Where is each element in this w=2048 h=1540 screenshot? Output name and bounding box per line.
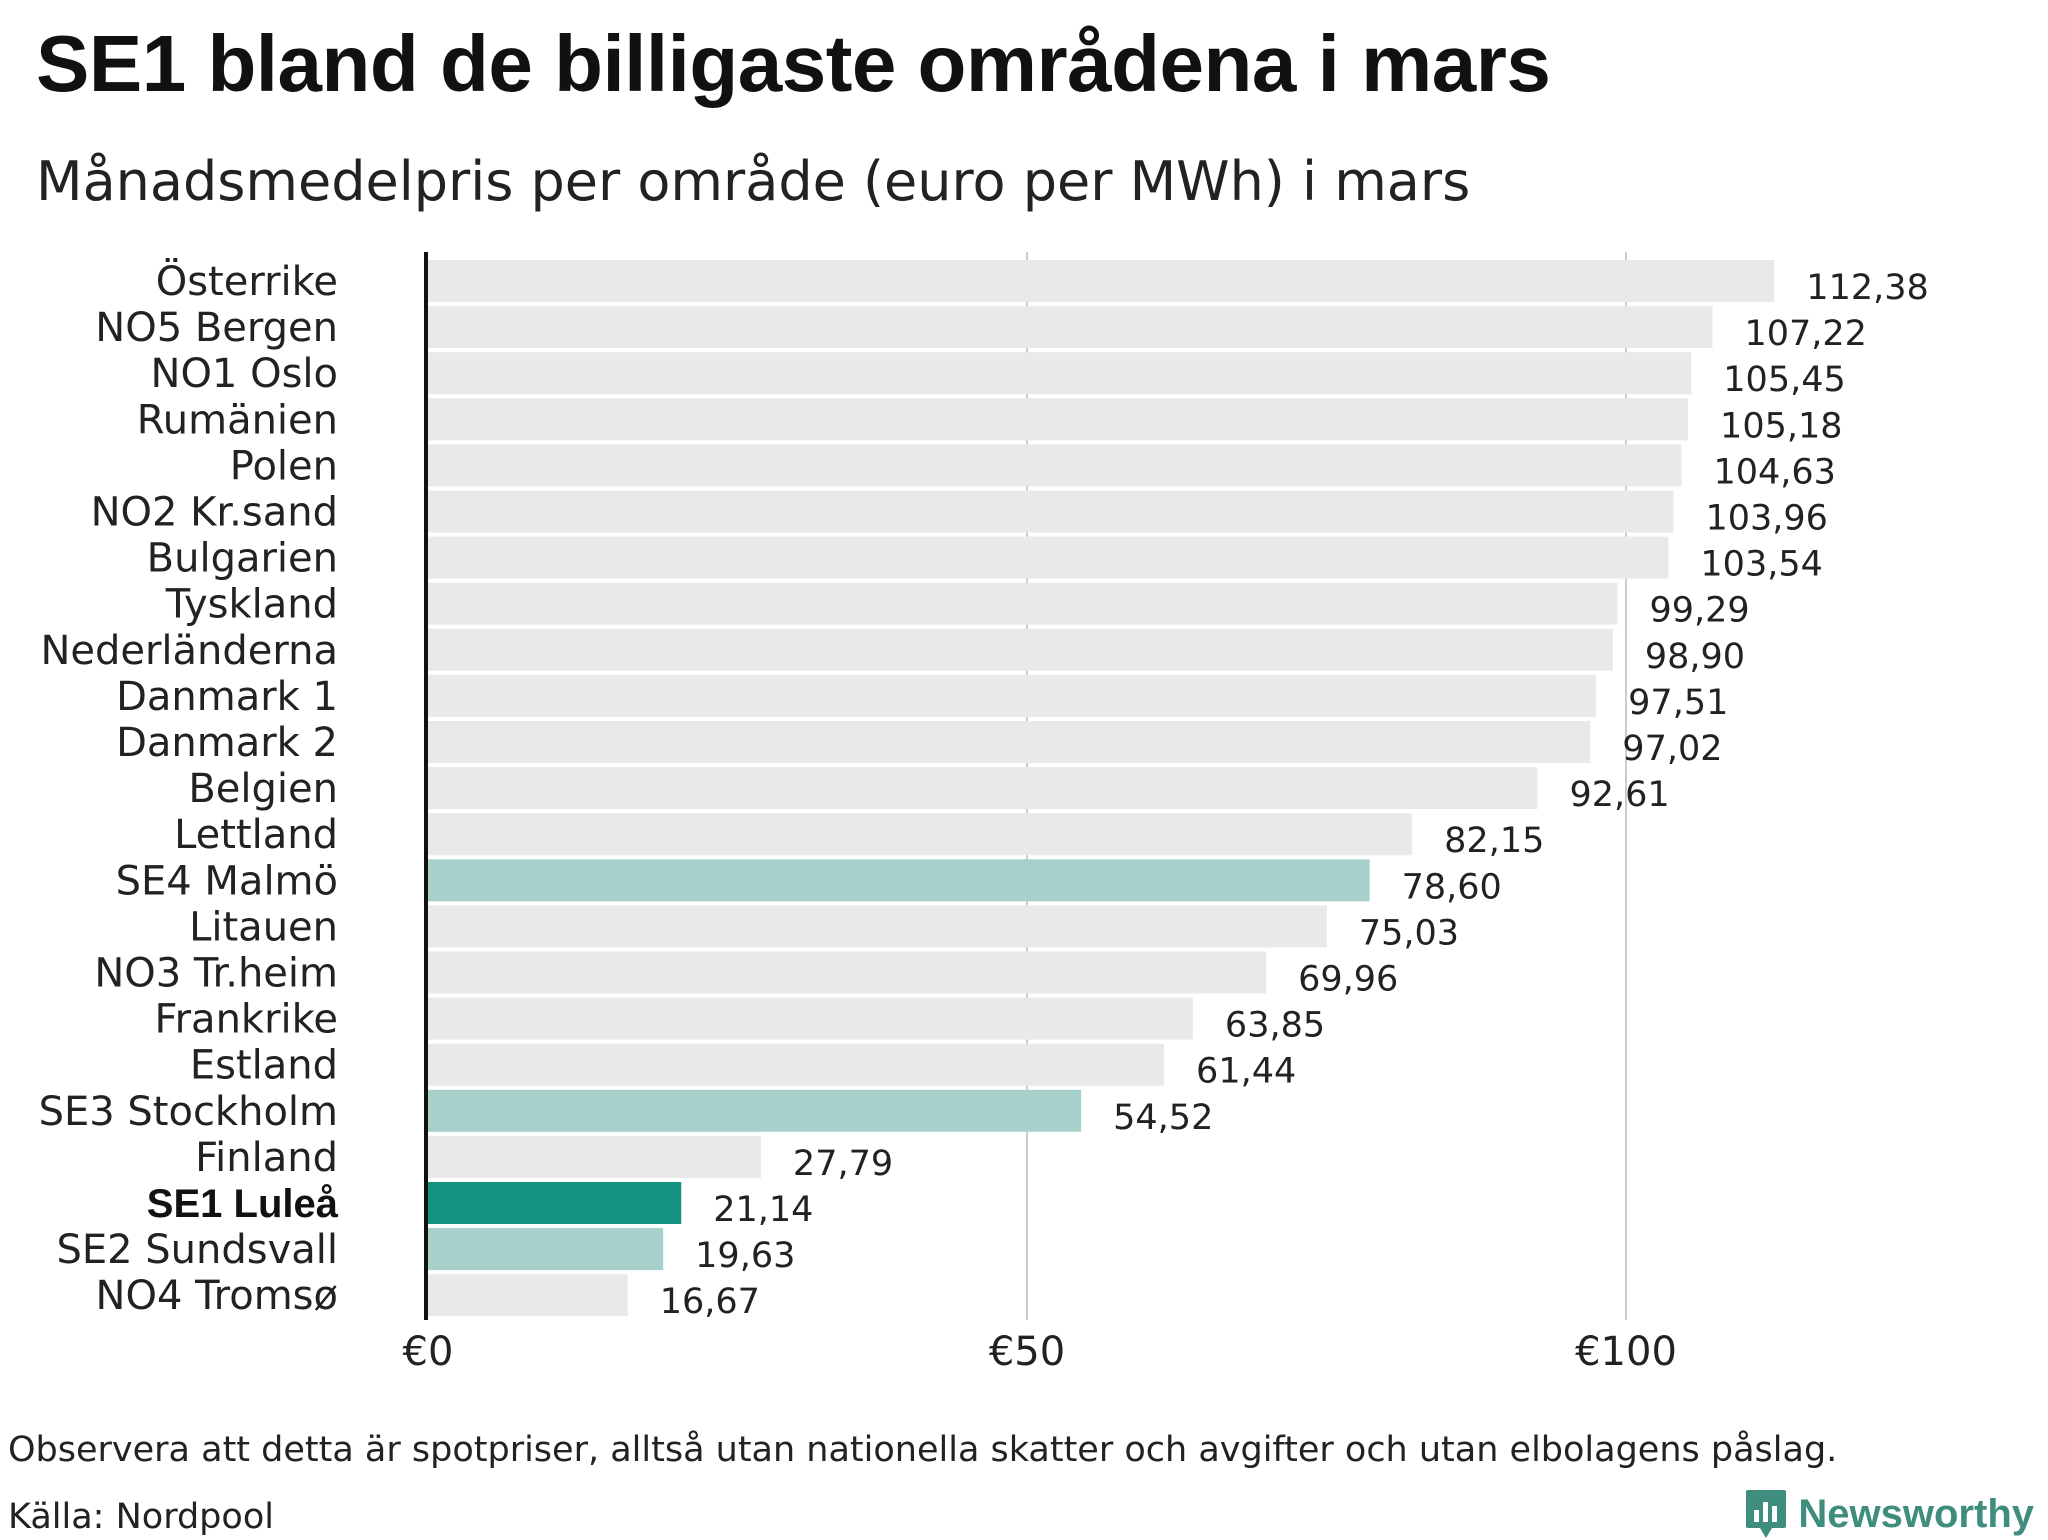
bar xyxy=(428,1135,761,1178)
value-label: 21,14 xyxy=(713,1190,813,1230)
bar xyxy=(428,905,1327,948)
bar xyxy=(428,1228,664,1271)
category-label: Bulgarien xyxy=(147,536,338,582)
bar xyxy=(428,444,1682,487)
value-label: 105,18 xyxy=(1720,406,1842,446)
footnote: Observera att detta är spotpriser, allts… xyxy=(8,1430,1838,1470)
value-label: 54,52 xyxy=(1113,1098,1213,1138)
bar xyxy=(428,582,1618,625)
labels: Österrike 112,38 NO5 Bergen 107,22 NO1 Oslo 1… xyxy=(39,257,1929,1322)
value-label: 105,45 xyxy=(1723,360,1845,400)
value-label: 16,67 xyxy=(660,1282,760,1322)
value-label: 82,15 xyxy=(1444,821,1544,861)
value-label: 97,02 xyxy=(1622,729,1722,769)
category-label: Litauen xyxy=(189,904,338,950)
category-label: Danmark 1 xyxy=(116,674,338,720)
value-label: 27,79 xyxy=(793,1144,893,1184)
value-label: 92,61 xyxy=(1569,775,1669,815)
category-label: Frankrike xyxy=(155,997,338,1043)
category-label: SE1 Luleå xyxy=(147,1182,339,1226)
category-label: Polen xyxy=(230,443,338,489)
newsworthy-logo-icon xyxy=(1746,1490,1787,1538)
bar xyxy=(428,260,1775,302)
source-text: Källa: Nordpool xyxy=(8,1497,274,1537)
value-label: 63,85 xyxy=(1225,1006,1325,1046)
bar xyxy=(428,674,1597,717)
value-label: 104,63 xyxy=(1713,452,1835,492)
chart-title: SE1 bland de billigaste områdena i mars xyxy=(36,19,1551,108)
bar xyxy=(428,490,1674,533)
bar xyxy=(428,997,1193,1040)
category-label: Estland xyxy=(190,1043,338,1089)
category-label: SE2 Sundsvall xyxy=(56,1227,338,1273)
value-label: 99,29 xyxy=(1649,591,1749,631)
category-label: Rumänien xyxy=(137,397,338,443)
category-label: SE3 Stockholm xyxy=(39,1089,338,1135)
value-label: 69,96 xyxy=(1298,960,1398,1000)
bar xyxy=(428,352,1692,395)
bar xyxy=(428,1274,628,1317)
bar xyxy=(428,859,1370,902)
bar xyxy=(428,306,1713,349)
category-label: Finland xyxy=(195,1135,338,1181)
brand-name: Newsworthy xyxy=(1798,1491,2034,1536)
category-label: NO1 Oslo xyxy=(151,351,338,397)
value-label: 98,90 xyxy=(1645,637,1745,677)
bar xyxy=(428,536,1669,579)
value-label: 107,22 xyxy=(1744,314,1866,354)
category-label: NO3 Tr.heim xyxy=(94,951,338,997)
category-label: Tyskland xyxy=(165,582,338,628)
bar xyxy=(428,628,1613,671)
value-label: 103,96 xyxy=(1705,499,1827,539)
x-tick-label: €50 xyxy=(989,1329,1065,1375)
chart-subtitle: Månadsmedelpris per område (euro per MWh… xyxy=(36,150,1471,213)
category-label: NO4 Tromsø xyxy=(96,1273,338,1319)
bar xyxy=(428,1182,682,1224)
category-label: Danmark 2 xyxy=(116,720,338,766)
value-label: 19,63 xyxy=(695,1236,795,1276)
category-label: Nederländerna xyxy=(40,628,338,674)
category-label: Lettland xyxy=(174,812,338,858)
value-label: 61,44 xyxy=(1196,1052,1296,1092)
bar xyxy=(428,721,1591,763)
bar xyxy=(428,1089,1082,1132)
bar-chart: Österrike 112,38 NO5 Bergen 107,22 NO1 Oslo 1… xyxy=(39,252,1929,1375)
category-label: SE4 Malmö xyxy=(116,858,338,904)
category-label: Österrike xyxy=(156,257,338,305)
value-label: 75,03 xyxy=(1359,913,1459,953)
x-tick-label: €0 xyxy=(403,1329,454,1375)
bar xyxy=(428,1043,1165,1086)
category-label: NO5 Bergen xyxy=(95,305,338,351)
brand-logo: Newsworthy xyxy=(1744,1488,2034,1540)
axis: €0 €50 €100 xyxy=(403,252,1677,1375)
x-tick-label: €100 xyxy=(1575,1329,1677,1375)
value-label: 97,51 xyxy=(1628,683,1728,723)
bar xyxy=(428,398,1689,441)
bar xyxy=(428,767,1538,810)
category-label: NO2 Kr.sand xyxy=(91,490,338,536)
category-label: Belgien xyxy=(188,766,338,812)
bars xyxy=(428,260,1775,1317)
bar xyxy=(428,951,1267,994)
bar xyxy=(428,813,1413,856)
value-label: 78,60 xyxy=(1402,867,1502,907)
value-label: 103,54 xyxy=(1700,545,1822,585)
value-label: 112,38 xyxy=(1806,268,1928,308)
